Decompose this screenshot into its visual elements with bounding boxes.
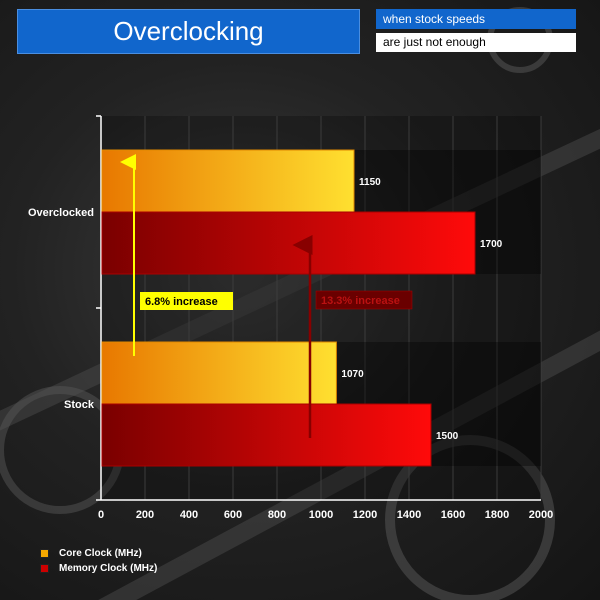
core-increase-label: 6.8% increase: [145, 296, 218, 308]
y-category-label: Overclocked: [28, 207, 94, 219]
bar-value-label: 1700: [480, 239, 503, 250]
bar-core-stock: [101, 341, 337, 405]
x-tick-label: 400: [180, 509, 198, 521]
bar-memory-overclocked: [101, 211, 476, 275]
bar-core-overclocked: [101, 149, 355, 213]
legend-label-core: Core Clock (MHz): [59, 548, 142, 559]
legend-item-memory: Memory Clock (MHz): [40, 561, 157, 576]
x-tick-label: 1800: [485, 509, 509, 521]
core-increase-label-box: [140, 292, 233, 310]
x-tick-label: 2000: [529, 509, 553, 521]
legend-label-memory: Memory Clock (MHz): [59, 563, 158, 574]
x-tick-label: 200: [136, 509, 154, 521]
subtitle-line-2: are just not enough: [376, 33, 576, 52]
legend-item-core: Core Clock (MHz): [40, 546, 157, 561]
subtitle-line-1: when stock speeds: [376, 9, 576, 29]
x-tick-label: 0: [98, 509, 104, 521]
x-tick-label: 1200: [353, 509, 377, 521]
x-tick-label: 800: [268, 509, 286, 521]
page-title: Overclocking: [17, 9, 360, 54]
x-tick-label: 1000: [309, 509, 333, 521]
bar-value-label: 1070: [341, 369, 364, 380]
bar-memory-stock: [101, 403, 432, 467]
memory-increase-label-box: [315, 290, 413, 310]
y-category-label: Stock: [64, 399, 95, 411]
x-tick-label: 1400: [397, 509, 421, 521]
legend-swatch-core: [40, 549, 49, 558]
x-tick-label: 1600: [441, 509, 465, 521]
bar-value-label: 1500: [436, 431, 459, 442]
bar-value-label: 1150: [359, 177, 381, 188]
memory-increase-label: 13.3% increase: [321, 295, 400, 307]
legend-swatch-memory: [40, 564, 49, 573]
chart-legend: Core Clock (MHz) Memory Clock (MHz): [40, 546, 157, 576]
x-tick-label: 600: [224, 509, 242, 521]
